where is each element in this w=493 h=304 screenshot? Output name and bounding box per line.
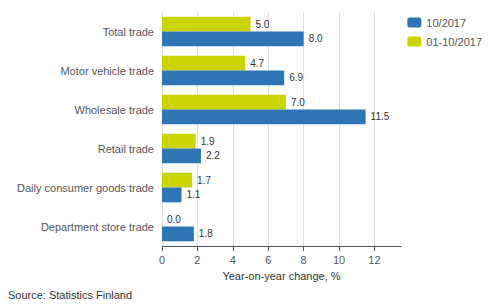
svg-text:1.9: 1.9 [201, 136, 215, 147]
svg-text:1.8: 1.8 [199, 228, 213, 239]
svg-text:Daily consumer goods trade: Daily consumer goods trade [17, 182, 154, 194]
svg-text:11.5: 11.5 [371, 111, 390, 122]
svg-text:Department store trade: Department store trade [41, 221, 154, 233]
svg-text:7.0: 7.0 [291, 97, 305, 108]
svg-text:2.2: 2.2 [206, 150, 220, 161]
svg-text:10/2017: 10/2017 [426, 17, 466, 29]
svg-text:0: 0 [159, 254, 165, 266]
svg-text:4.7: 4.7 [250, 58, 264, 69]
svg-text:Source: Statistics Finland: Source: Statistics Finland [8, 289, 132, 301]
svg-text:2: 2 [194, 254, 200, 266]
svg-text:Total trade: Total trade [103, 26, 154, 38]
svg-text:5.0: 5.0 [256, 19, 270, 30]
svg-text:0.0: 0.0 [167, 214, 181, 225]
svg-text:10: 10 [333, 254, 345, 266]
svg-text:01-10/2017: 01-10/2017 [426, 36, 482, 48]
svg-text:4: 4 [230, 254, 236, 266]
svg-text:12: 12 [368, 254, 380, 266]
svg-text:6: 6 [265, 254, 271, 266]
svg-text:Retail trade: Retail trade [98, 143, 154, 155]
svg-text:Motor vehicle trade: Motor vehicle trade [60, 65, 154, 77]
svg-text:8.0: 8.0 [309, 33, 323, 44]
svg-text:1.7: 1.7 [197, 175, 211, 186]
svg-text:1.1: 1.1 [186, 189, 200, 200]
svg-text:8: 8 [301, 254, 307, 266]
svg-text:6.9: 6.9 [289, 72, 303, 83]
svg-text:Year-on-year change, %: Year-on-year change, % [222, 270, 340, 282]
svg-text:Wholesale trade: Wholesale trade [75, 104, 155, 116]
